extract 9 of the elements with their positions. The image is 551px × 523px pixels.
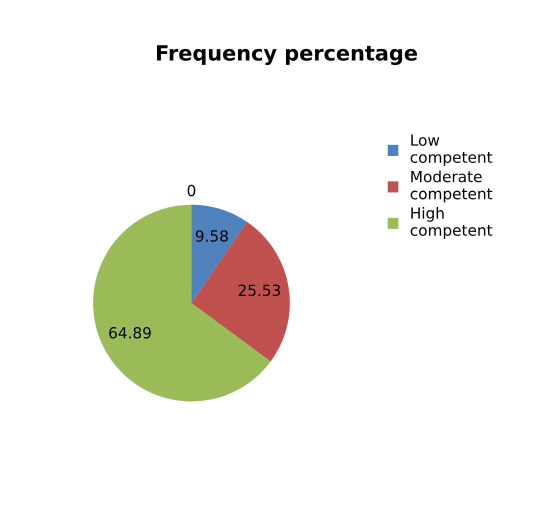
data-label: 25.53 xyxy=(238,284,280,296)
text: 0 xyxy=(188,184,196,196)
legend-label: High competent xyxy=(410,206,492,239)
chart-title: Frequency percentage xyxy=(156,45,417,65)
data-label: 9.58 xyxy=(196,230,228,242)
legend-label: Moderate competent xyxy=(410,170,492,202)
data-label: 64.89 xyxy=(109,327,151,339)
legend-label: Low competent xyxy=(410,134,492,166)
pie-slice xyxy=(191,222,290,362)
